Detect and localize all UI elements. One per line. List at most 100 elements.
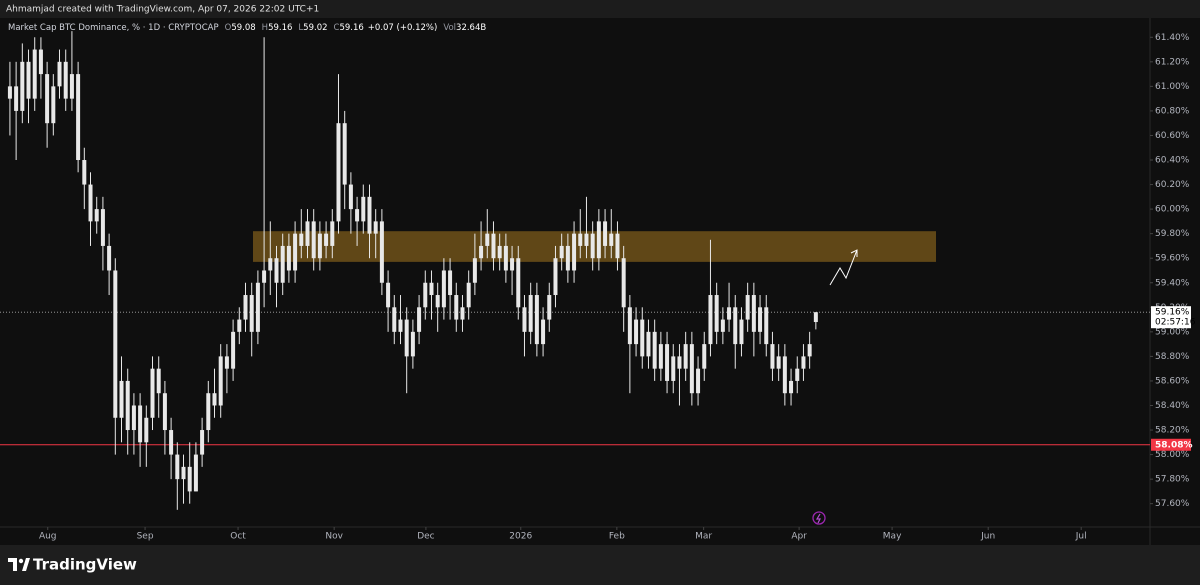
candle-body [293, 233, 298, 271]
y-tick-label: 61.40% [1155, 33, 1190, 43]
candle-body [156, 368, 161, 394]
candle-body [423, 282, 428, 308]
candle-body [640, 319, 645, 357]
candle-body [516, 258, 521, 308]
candle-body [689, 344, 694, 394]
legend: Market Cap BTC Dominance, % · 1D · CRYPT… [8, 23, 486, 33]
candle-body [317, 233, 322, 259]
attribution: Ahmamjad created with TradingView.com, A… [6, 5, 319, 15]
x-tick-label: Oct [230, 532, 246, 542]
candle-body [417, 307, 422, 332]
x-tick-label: May [883, 532, 902, 542]
candle-body [69, 74, 74, 99]
legend-key: C [334, 23, 340, 33]
candle-body [392, 307, 397, 332]
candle-body [720, 319, 725, 332]
candle-body [150, 368, 155, 418]
candle-body [596, 221, 601, 259]
candle-body [57, 61, 62, 87]
candle-body [435, 295, 440, 308]
candle-body [739, 319, 744, 345]
candle-body [491, 233, 496, 259]
candle-body [162, 393, 167, 431]
level-label-box [1151, 438, 1191, 451]
event-icon[interactable] [812, 511, 826, 525]
candle-body [758, 307, 763, 332]
candle-body [627, 307, 632, 345]
candle-body [125, 380, 130, 431]
candle-body [522, 307, 527, 332]
projection-arrow [829, 249, 858, 286]
candle-body [590, 233, 595, 259]
candle-body [479, 245, 484, 259]
candle-body [745, 295, 750, 320]
x-tick-label: Apr [791, 532, 807, 542]
candle-body [813, 312, 818, 323]
y-tick-label: 58.20% [1155, 426, 1190, 436]
legend-value: 59.02 [303, 23, 327, 33]
event-bolt [815, 513, 821, 524]
y-tick-label: 59.60% [1155, 254, 1190, 264]
legend-change: +0.07 (+0.12%) [368, 23, 438, 33]
candle-body [206, 393, 211, 431]
legend-key: O [225, 23, 232, 33]
x-tick-label: 2026 [509, 532, 532, 542]
last-price-box [1151, 306, 1191, 329]
candle-body [14, 86, 19, 111]
x-tick-label: Sep [137, 532, 154, 542]
candle-body [547, 295, 552, 320]
candle-body [348, 184, 353, 210]
candle-body [441, 270, 446, 308]
y-tick-label: 58.40% [1155, 401, 1190, 411]
candle-body [237, 319, 242, 332]
candle-body [249, 295, 254, 332]
candle-body [448, 270, 453, 296]
candle-body [634, 319, 639, 345]
candle-body [169, 430, 174, 455]
candle-body [38, 49, 43, 75]
candle-body [181, 466, 186, 480]
candle-body [528, 295, 533, 332]
candle-body [280, 245, 285, 283]
arrow-head [850, 249, 858, 257]
candle-body [175, 454, 180, 480]
candle-body [510, 258, 515, 271]
candle-body [32, 49, 37, 99]
candle-body [342, 123, 347, 185]
candle-body [485, 233, 490, 246]
candle-body [94, 209, 99, 222]
x-tick-label: Nov [325, 532, 343, 542]
candle-body [733, 307, 738, 345]
y-tick-label: 59.80% [1155, 229, 1190, 239]
candle-body [646, 331, 651, 357]
candle-body [572, 233, 577, 271]
candle-body [696, 368, 701, 394]
candle-body [460, 307, 465, 320]
candle-body [658, 344, 663, 369]
candle-body [187, 466, 192, 492]
level-label: 58.08% [1155, 440, 1193, 450]
x-tick-label: Dec [417, 532, 434, 542]
candle-body [764, 307, 769, 345]
candle-body [578, 233, 583, 246]
candle-body [361, 196, 366, 222]
candle-body [243, 295, 248, 320]
candle-body [782, 356, 787, 394]
candle-body [714, 295, 719, 332]
candle-body [274, 258, 279, 283]
candle-body [429, 282, 434, 296]
candle-body [286, 245, 291, 271]
candle-body [727, 307, 732, 320]
candle-body [373, 221, 378, 234]
candle-body [503, 245, 508, 271]
candle-body [193, 454, 198, 492]
candle-body [231, 331, 236, 369]
candle-body [541, 319, 546, 345]
y-tick-label: 58.00% [1155, 450, 1190, 460]
candle-body [683, 344, 688, 369]
candle-body [76, 74, 81, 161]
candle-body [113, 270, 118, 418]
last-price-label: 59.16% [1155, 308, 1190, 318]
candle-body [255, 282, 260, 332]
